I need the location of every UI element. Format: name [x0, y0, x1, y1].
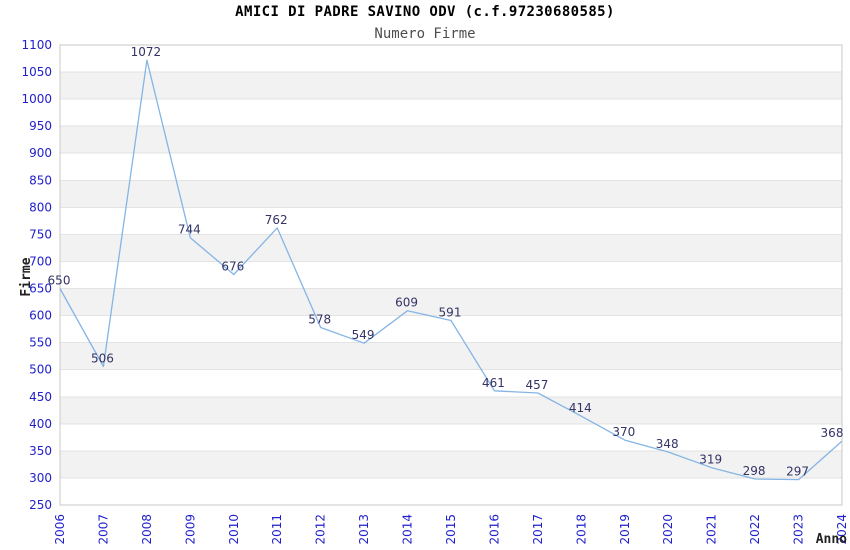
grid-band — [60, 342, 842, 370]
data-point-label: 578 — [308, 313, 331, 327]
data-point-label: 650 — [48, 274, 71, 288]
y-tick-label: 700 — [29, 255, 52, 269]
data-point-label: 676 — [221, 260, 244, 274]
grid-band — [60, 234, 842, 262]
y-tick-label: 450 — [29, 390, 52, 404]
data-point-label: 297 — [786, 465, 809, 479]
chart-title: AMICI DI PADRE SAVINO ODV (c.f.972306805… — [235, 4, 615, 20]
y-tick-label: 850 — [29, 173, 52, 187]
y-axis-title: Firme — [19, 257, 34, 296]
data-point-label: 506 — [91, 352, 114, 366]
grid-band — [60, 126, 842, 154]
series-line — [59, 59, 843, 481]
x-tick-label: 2016 — [487, 514, 501, 545]
x-tick-label: 2014 — [401, 514, 415, 545]
x-tick-label: 2018 — [574, 514, 588, 545]
x-tick-label: 2009 — [183, 514, 197, 545]
data-point-label: 762 — [265, 213, 288, 227]
y-tick-label: 750 — [29, 227, 52, 241]
x-tick-label: 2017 — [531, 514, 545, 545]
y-tick-label: 800 — [29, 200, 52, 214]
x-tick-label: 2015 — [444, 514, 458, 545]
y-tick-label: 300 — [29, 471, 52, 485]
data-point-label: 609 — [395, 296, 418, 310]
plot-border — [59, 44, 843, 506]
x-tick-label: 2008 — [140, 514, 154, 545]
grid-band — [60, 396, 842, 424]
y-tick-label: 650 — [29, 282, 52, 296]
y-tick-label: 250 — [29, 498, 52, 512]
x-tick-label: 2006 — [53, 514, 67, 545]
x-tick-label: 2010 — [227, 514, 241, 545]
data-point-label: 319 — [699, 453, 722, 467]
y-tick-label: 950 — [29, 119, 52, 133]
y-tick-label: 500 — [29, 363, 52, 377]
x-tick-label: 2021 — [705, 514, 719, 545]
data-point-label: 414 — [569, 401, 592, 415]
y-tick-label: 350 — [29, 444, 52, 458]
data-point-label: 549 — [352, 328, 375, 342]
y-tick-label: 1100 — [21, 38, 52, 52]
x-axis-title: Anno — [816, 532, 847, 547]
grid-band — [60, 288, 842, 316]
y-tick-label: 600 — [29, 309, 52, 323]
data-point-label: 348 — [656, 437, 679, 451]
y-tick-label: 900 — [29, 146, 52, 160]
y-tick-label: 550 — [29, 336, 52, 350]
data-point-label: 591 — [439, 306, 462, 320]
x-tick-label: 2020 — [661, 514, 675, 545]
x-tick-label: 2019 — [618, 514, 632, 545]
y-tick-label: 1000 — [21, 92, 52, 106]
data-point-label: 370 — [612, 425, 635, 439]
data-point-label: 461 — [482, 376, 505, 390]
grid-band — [60, 450, 842, 478]
y-tick-label: 400 — [29, 417, 52, 431]
data-point-label: 1072 — [131, 45, 162, 59]
grid-band — [60, 180, 842, 208]
x-tick-label: 2022 — [748, 514, 762, 545]
x-tick-label: 2024 — [835, 514, 849, 545]
x-tick-label: 2012 — [314, 514, 328, 545]
x-tick-label: 2023 — [792, 514, 806, 545]
x-tick-label: 2007 — [96, 514, 110, 545]
chart-subtitle: Numero Firme — [374, 26, 476, 42]
data-point-label: 457 — [525, 378, 548, 392]
y-tick-label: 1050 — [21, 65, 52, 79]
grid-band — [60, 72, 842, 100]
data-point-label: 298 — [743, 464, 766, 478]
x-tick-label: 2013 — [357, 514, 371, 545]
data-point-label: 368 — [821, 426, 844, 440]
x-tick-label: 2011 — [270, 514, 284, 545]
data-point-label: 744 — [178, 223, 201, 237]
